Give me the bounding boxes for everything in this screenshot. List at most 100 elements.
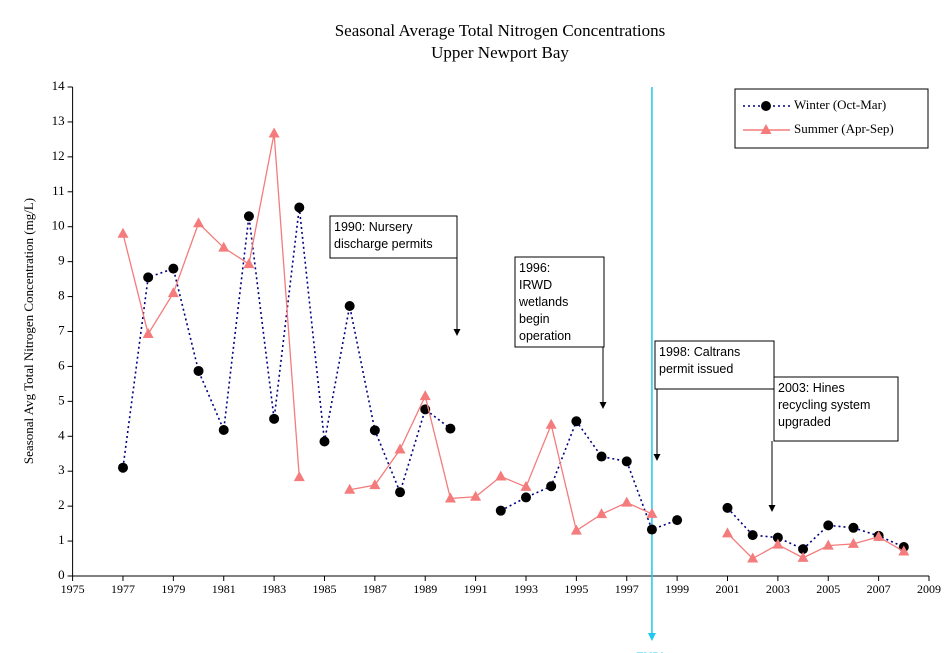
annotation-arrowhead xyxy=(599,402,607,409)
annotation-arrowhead xyxy=(453,329,461,336)
winter-marker xyxy=(495,505,506,516)
summer-marker xyxy=(193,217,205,228)
summer-marker xyxy=(444,492,456,503)
summer-marker xyxy=(545,418,557,429)
summer-marker xyxy=(747,552,759,563)
y-tick-label: 7 xyxy=(58,322,65,337)
summer-marker xyxy=(344,483,356,494)
chart-title: Seasonal Average Total Nitrogen Concentr… xyxy=(335,21,666,40)
annotation-text: discharge permits xyxy=(334,237,433,251)
summer-marker xyxy=(772,538,784,549)
y-tick-label: 4 xyxy=(58,427,65,442)
summer-marker xyxy=(369,479,381,490)
winter-marker xyxy=(243,211,254,222)
annotation-text: 2003: Hines xyxy=(778,381,845,395)
annotation-text: IRWD xyxy=(519,278,552,292)
summer-marker xyxy=(570,524,582,535)
annotation-box xyxy=(773,376,899,442)
annotation-box xyxy=(329,215,458,259)
x-tick-label: 2009 xyxy=(917,582,941,596)
winter-marker xyxy=(722,502,733,513)
legend-marker xyxy=(760,124,772,134)
series-line xyxy=(122,133,905,560)
winter-marker xyxy=(269,413,280,424)
summer-marker xyxy=(394,443,406,454)
y-tick-label: 3 xyxy=(58,462,65,477)
winter-marker xyxy=(823,520,834,531)
winter-marker xyxy=(369,425,380,436)
annotation-arrowhead xyxy=(768,505,776,512)
winter-marker xyxy=(319,436,330,447)
winter-marker xyxy=(395,487,406,498)
tmdl-arrowhead xyxy=(647,633,656,641)
winter-marker xyxy=(445,423,456,434)
summer-marker xyxy=(142,327,154,338)
summer-marker xyxy=(218,241,230,252)
y-tick-label: 6 xyxy=(58,357,65,372)
winter-marker xyxy=(772,532,783,543)
x-tick-label: 1987 xyxy=(363,582,387,596)
winter-marker xyxy=(646,524,657,535)
x-tick-label: 1981 xyxy=(212,582,236,596)
x-tick-label: 2001 xyxy=(715,582,739,596)
summer-marker xyxy=(117,227,129,238)
x-tick-label: 1989 xyxy=(413,582,437,596)
summer-marker xyxy=(495,470,507,481)
annotation-text: wetlands xyxy=(518,295,568,309)
annotation-text: operation xyxy=(519,329,571,343)
annotation-text: permit issued xyxy=(659,362,733,376)
winter-marker xyxy=(571,416,582,427)
winter-marker xyxy=(344,301,355,312)
winter-marker xyxy=(294,202,305,213)
annotation-box xyxy=(654,340,775,390)
summer-marker xyxy=(646,507,658,518)
legend-label: Winter (Oct-Mar) xyxy=(794,97,886,112)
y-tick-label: 12 xyxy=(52,148,65,163)
summer-marker xyxy=(293,471,305,482)
winter-marker xyxy=(546,481,557,492)
y-axis-label: Seasonal Avg Total Nitrogen Concentratio… xyxy=(21,198,36,464)
annotation-text: begin xyxy=(519,312,550,326)
winter-marker xyxy=(798,544,809,555)
winter-marker xyxy=(117,462,128,473)
tmdl-label: TMDL xyxy=(637,651,668,653)
y-tick-label: 14 xyxy=(52,78,66,93)
summer-marker xyxy=(470,490,482,501)
annotation-text: 1996: xyxy=(519,261,550,275)
x-tick-label: 1983 xyxy=(262,582,286,596)
chart-subtitle: Upper Newport Bay xyxy=(431,43,569,62)
x-tick-label: 1977 xyxy=(111,582,135,596)
summer-marker xyxy=(520,480,532,491)
annotation-text: 1990: Nursery xyxy=(334,220,413,234)
annotation-text: 1998: Caltrans xyxy=(659,345,740,359)
x-tick-label: 2003 xyxy=(766,582,790,596)
summer-marker xyxy=(268,127,280,138)
summer-marker xyxy=(898,545,910,556)
x-tick-label: 1997 xyxy=(615,582,639,596)
y-tick-label: 2 xyxy=(58,497,65,512)
summer-marker xyxy=(822,539,834,550)
y-tick-label: 1 xyxy=(58,532,65,547)
winter-marker xyxy=(193,365,204,376)
y-tick-label: 5 xyxy=(58,392,65,407)
y-tick-label: 0 xyxy=(58,567,65,582)
x-tick-label: 1979 xyxy=(161,582,185,596)
summer-marker xyxy=(847,537,859,548)
y-tick-label: 13 xyxy=(52,113,65,128)
winter-marker xyxy=(621,456,632,467)
legend-marker xyxy=(761,101,771,111)
x-tick-label: 2007 xyxy=(867,582,891,596)
annotation-box xyxy=(514,256,605,348)
summer-marker xyxy=(596,508,608,519)
x-tick-label: 1975 xyxy=(61,582,85,596)
summer-marker xyxy=(873,530,885,541)
summer-marker xyxy=(419,390,431,401)
summer-marker xyxy=(721,527,733,538)
x-tick-label: 1999 xyxy=(665,582,689,596)
annotation-arrowhead xyxy=(653,454,661,461)
winter-marker xyxy=(672,515,683,526)
x-tick-label: 1991 xyxy=(464,582,488,596)
x-tick-label: 1993 xyxy=(514,582,538,596)
winter-marker xyxy=(520,492,531,503)
